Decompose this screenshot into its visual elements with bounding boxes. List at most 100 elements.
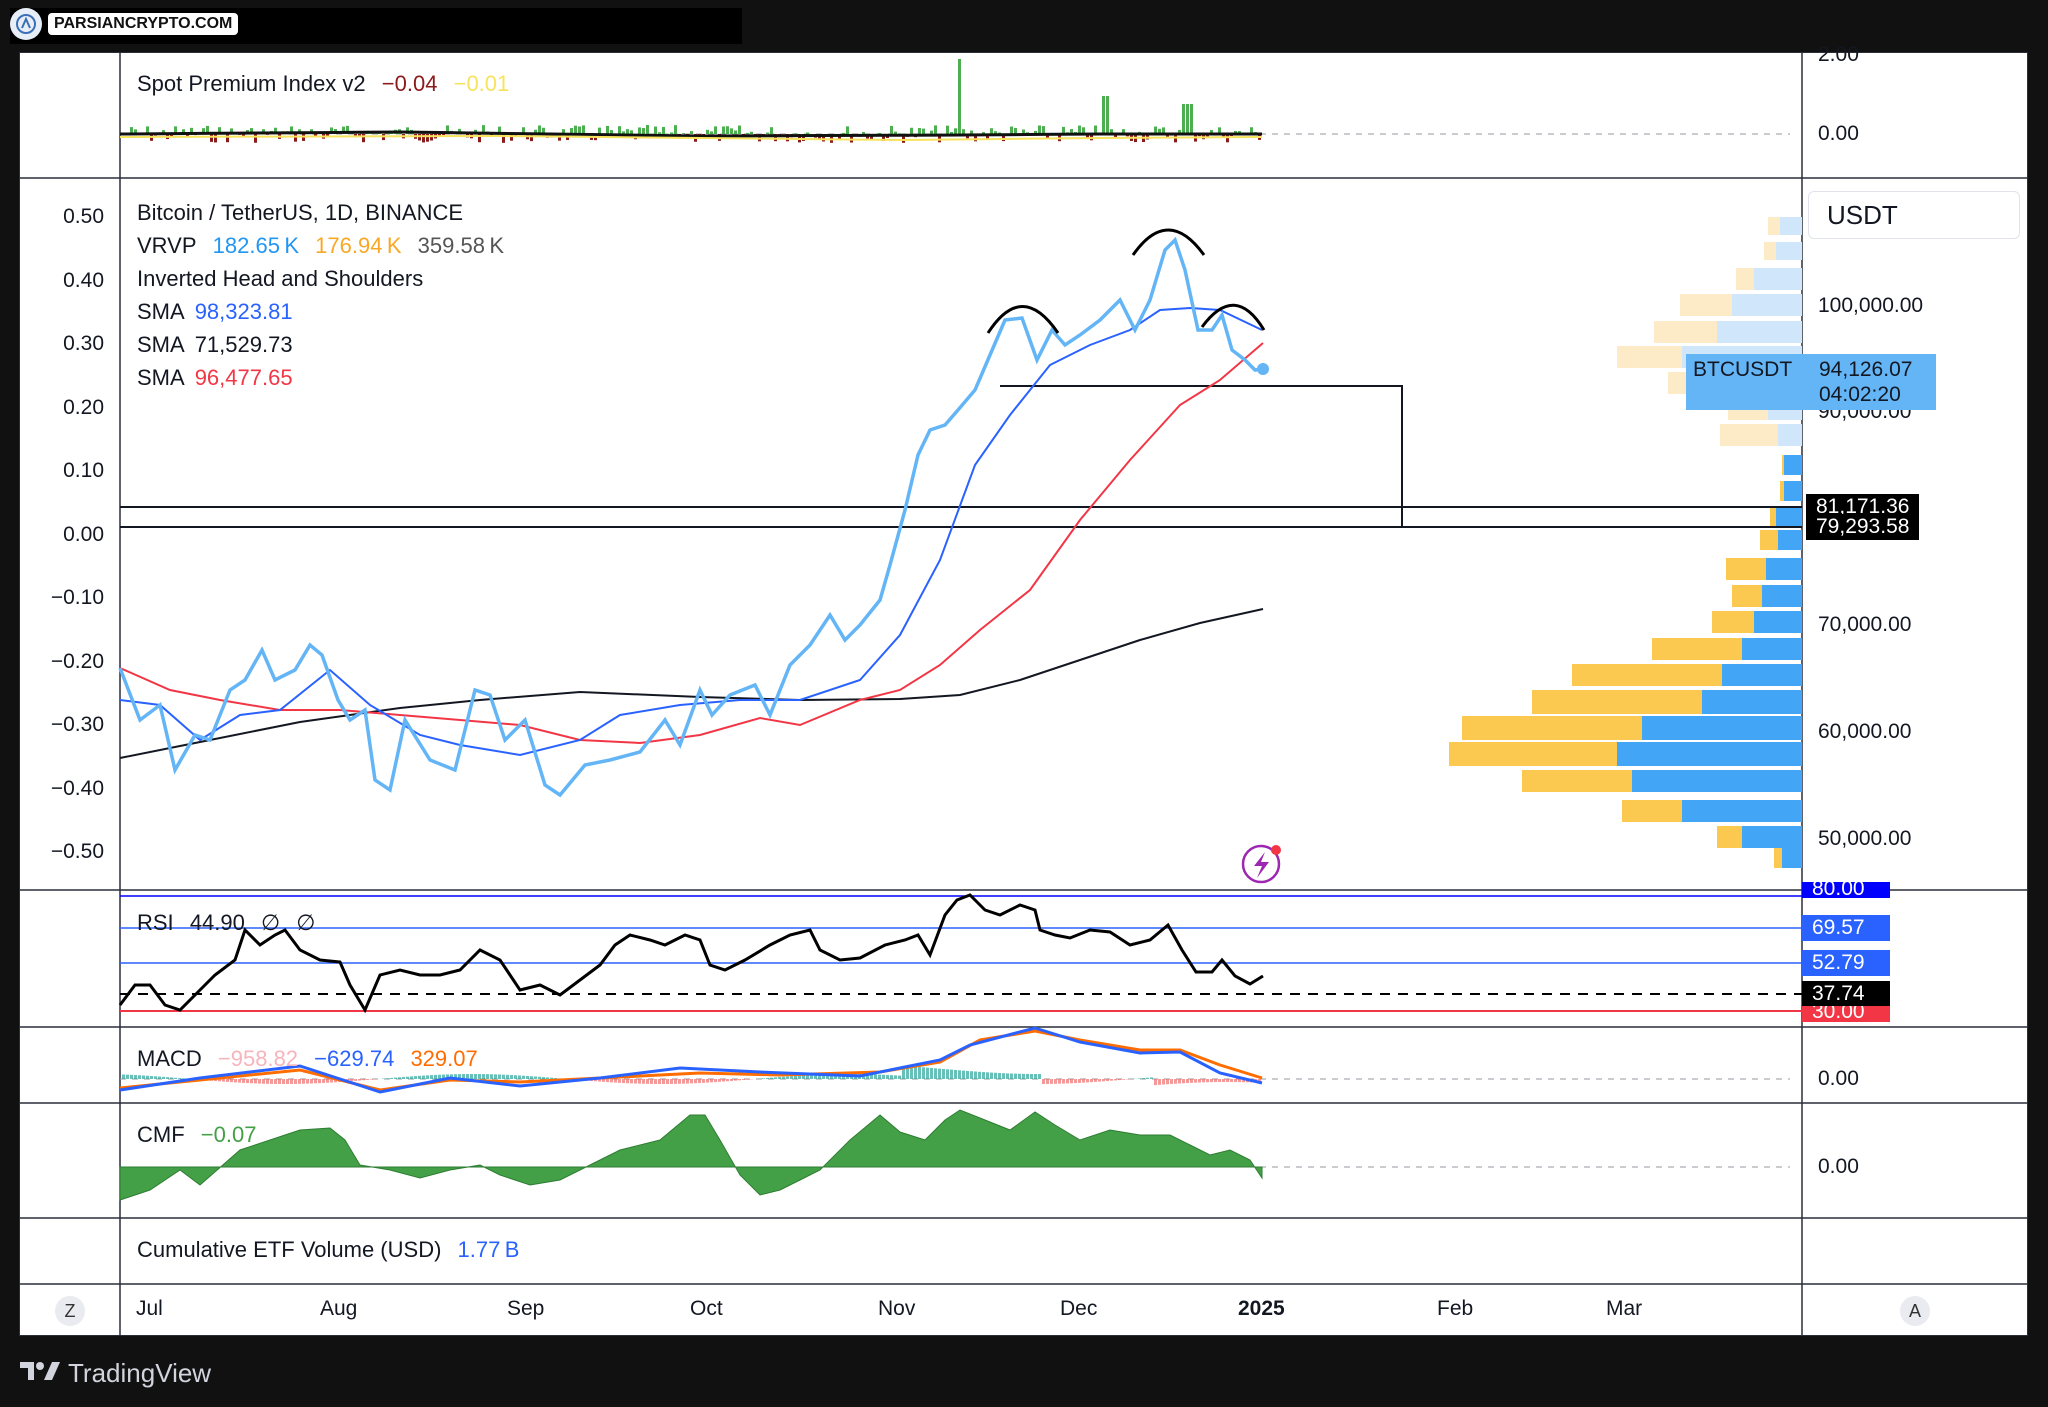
btc-price-line <box>118 236 1264 798</box>
neckline-projection[interactable] <box>1000 385 1403 527</box>
last-price-tag[interactable]: BTCUSDT 94,126.07 04:02:20 <box>1686 354 1936 410</box>
spot-premium-bar <box>802 134 805 141</box>
lightning-alert-icon[interactable] <box>1241 844 1281 884</box>
spot-premium-title: Spot Premium Index v2 <box>137 71 366 96</box>
head-arc[interactable] <box>1131 228 1206 256</box>
rsi-tag-80: 80.00 <box>1802 882 1890 898</box>
macd-hist-bar <box>442 1074 445 1079</box>
spot-premium-bar <box>1166 134 1169 139</box>
spot-premium-bar <box>482 125 485 134</box>
spot-premium-bar <box>1042 126 1045 134</box>
macd-hist-bar <box>502 1074 505 1079</box>
month-nov: Nov <box>878 1297 916 1320</box>
spot-premium-bar <box>894 131 897 134</box>
spot-premium-bar <box>1122 129 1125 134</box>
spot-premium-bar <box>214 134 217 143</box>
left-axis-tick: −0.30 <box>50 713 104 736</box>
month-feb: Feb <box>1437 1297 1474 1320</box>
spot-premium-bar <box>570 128 573 134</box>
macd-hist-bar <box>334 1079 337 1083</box>
spot-premium-bar <box>618 126 621 134</box>
sma-value: 71,529.73 <box>194 332 293 357</box>
vrvp-up-bar <box>1742 826 1802 848</box>
spot-premium-legend[interactable]: Spot Premium Index v2 −0.04 −0.01 <box>137 67 519 100</box>
macd-hist-bar <box>1242 1079 1245 1083</box>
price-axis-100k: 100,000.00 <box>1818 294 1924 317</box>
vrvp-down-bar <box>1622 800 1682 822</box>
spot-premium-bar <box>690 131 693 134</box>
currency-selector[interactable]: USDT <box>1808 191 2020 239</box>
spot-premium-bar <box>990 128 993 134</box>
macd-hist-bar <box>134 1075 137 1079</box>
macd-hist-bar <box>1174 1079 1177 1084</box>
macd-hist-bar <box>690 1079 693 1084</box>
spot-premium-bar <box>210 134 213 142</box>
vrvp-up-bar <box>1717 321 1802 343</box>
macd-hist-bar <box>410 1076 413 1079</box>
vrvp-down-bar <box>1522 770 1632 792</box>
right-shoulder-arc[interactable] <box>1200 303 1266 331</box>
vrvp-down-bar <box>1680 294 1732 316</box>
macd-hist-bar <box>1138 1078 1141 1079</box>
vrvp-down-bar <box>1532 690 1702 714</box>
macd-hist-bar <box>402 1076 405 1079</box>
left-shoulder-arc[interactable] <box>986 305 1060 334</box>
macd-hist-bar <box>1206 1079 1209 1083</box>
rsi-legend[interactable]: RSI 44.90 ∅ ∅ <box>137 906 325 939</box>
macd-hist-bar <box>826 1074 829 1079</box>
cmf-legend[interactable]: CMF −0.07 <box>137 1118 266 1151</box>
macd-hist-bar <box>934 1068 937 1079</box>
etf-legend[interactable]: Cumulative ETF Volume (USD) 1.77 B <box>137 1233 529 1266</box>
spot-premium-bar <box>274 127 277 134</box>
macd-hist-bar <box>242 1079 245 1083</box>
zoom-z-button[interactable]: Z <box>55 1296 85 1326</box>
macd-legend[interactable]: MACD −958.82 −629.74 329.07 <box>137 1042 488 1075</box>
macd-hist-bar <box>654 1079 657 1084</box>
spot-premium-bar <box>762 134 765 135</box>
sma-label: SMA <box>137 332 185 357</box>
auto-scale-button[interactable]: A <box>1900 1296 1930 1326</box>
main-legend[interactable]: Bitcoin / TetherUS, 1D, BINANCE VRVP 182… <box>137 196 514 394</box>
tradingview-logo[interactable]: TradingView <box>20 1358 211 1389</box>
spot-premium-bar <box>574 125 577 134</box>
macd-hist-bar <box>1226 1079 1229 1083</box>
spot-premium-bar <box>1086 134 1089 139</box>
macd-hist-bar <box>1110 1079 1113 1081</box>
spot-premium-bar <box>1002 134 1005 142</box>
month-mar: Mar <box>1606 1297 1643 1320</box>
vrvp-down-bar <box>1780 481 1784 501</box>
level-tag-79293[interactable]: 79,293.58 <box>1806 514 1920 540</box>
macd-hist-bar <box>226 1079 229 1082</box>
rsi-flag-1: ∅ <box>261 910 281 935</box>
sma-legend-2: SMA 71,529.73 <box>137 328 514 361</box>
left-axis-tick: −0.20 <box>50 649 104 673</box>
macd-hist-bar <box>362 1079 365 1081</box>
macd-hist-bar <box>354 1079 357 1081</box>
spot-premium-bar <box>642 127 645 134</box>
vrvp-down-bar <box>1654 321 1717 343</box>
macd-signal-value: 329.07 <box>410 1046 478 1071</box>
macd-hist-bar <box>938 1068 941 1079</box>
macd-hist-bar <box>658 1079 661 1084</box>
macd-hist-bar <box>430 1075 433 1079</box>
macd-hist-bar <box>542 1077 545 1079</box>
spot-premium-bar <box>538 125 541 134</box>
macd-hist-bar <box>326 1079 329 1083</box>
vrvp-up-bar <box>1784 481 1802 501</box>
macd-hist-bar <box>874 1074 877 1079</box>
sma-label: SMA <box>137 365 185 390</box>
spot-premium-bar <box>934 125 937 134</box>
vrvp-down-bar <box>1732 585 1762 607</box>
spot-premium-value-1: −0.04 <box>381 71 438 96</box>
vrvp-down-bar <box>1760 530 1778 550</box>
spot-premium-bar <box>838 134 841 140</box>
macd-hist-bar <box>1142 1078 1145 1079</box>
spot-premium-bar <box>622 131 625 134</box>
spot-premium-bar <box>130 127 133 134</box>
symbol-title: Bitcoin / TetherUS, 1D, BINANCE <box>137 200 464 225</box>
spot-premium-bar <box>738 125 741 134</box>
macd-hist-bar <box>230 1079 233 1083</box>
spot-premium-bar <box>1114 134 1117 139</box>
macd-hist-bar <box>518 1075 521 1079</box>
